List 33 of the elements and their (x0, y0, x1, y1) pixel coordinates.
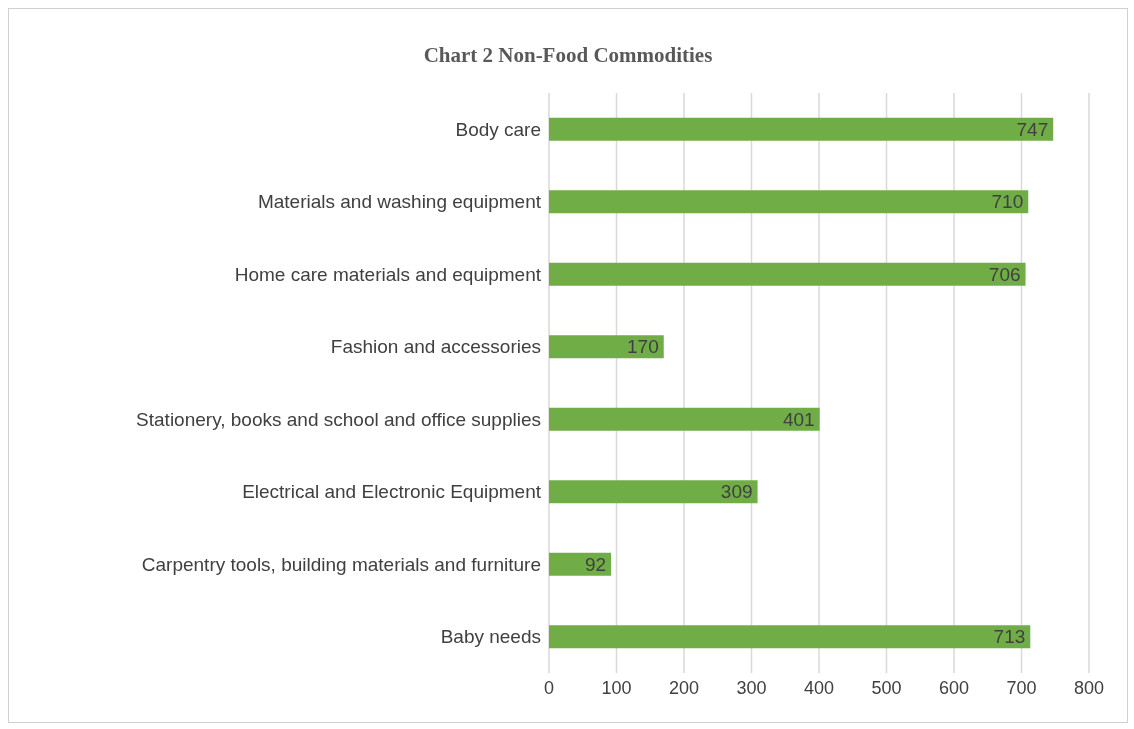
x-tick-label: 800 (1073, 677, 1105, 698)
bar (549, 480, 758, 504)
bar (549, 190, 1029, 214)
bar (549, 117, 1054, 141)
y-tick-label: Body care (455, 118, 541, 140)
y-tick-label: Stationery, books and school and office supplies (136, 408, 541, 430)
data-label: 710 (991, 191, 1024, 213)
data-label: 713 (993, 626, 1026, 648)
y-tick-label: Materials and washing equipment (257, 191, 542, 213)
chart-title: Chart 2 Non-Food Commodities (422, 42, 714, 69)
data-label: 170 (627, 336, 659, 358)
data-label: 747 (1016, 118, 1049, 140)
y-tick-label: Fashion and accessories (330, 336, 541, 358)
x-tick-label: 300 (736, 677, 767, 698)
data-label: 706 (988, 263, 1021, 285)
data-label: 401 (782, 408, 815, 430)
x-tick-label: 500 (871, 677, 902, 698)
x-tick-label: 0 (543, 677, 555, 698)
bar (549, 407, 820, 431)
x-tick-label: 700 (1006, 677, 1037, 698)
data-label: 92 (584, 553, 607, 575)
y-tick-label: Home care materials and equipment (234, 263, 542, 285)
x-tick-label: 200 (668, 677, 700, 698)
y-tick-label: Baby needs (440, 626, 541, 648)
x-tick-label: 600 (938, 677, 970, 698)
bar (549, 262, 1026, 286)
bar (549, 335, 664, 359)
bar (549, 625, 1031, 649)
data-label: 309 (720, 481, 753, 503)
y-tick-label: Carpentry tools, building materials and furniture (141, 553, 541, 575)
y-tick-label: Electrical and Electronic Equipment (242, 481, 542, 503)
x-tick-label: 400 (803, 677, 835, 698)
x-tick-label: 100 (601, 677, 632, 698)
